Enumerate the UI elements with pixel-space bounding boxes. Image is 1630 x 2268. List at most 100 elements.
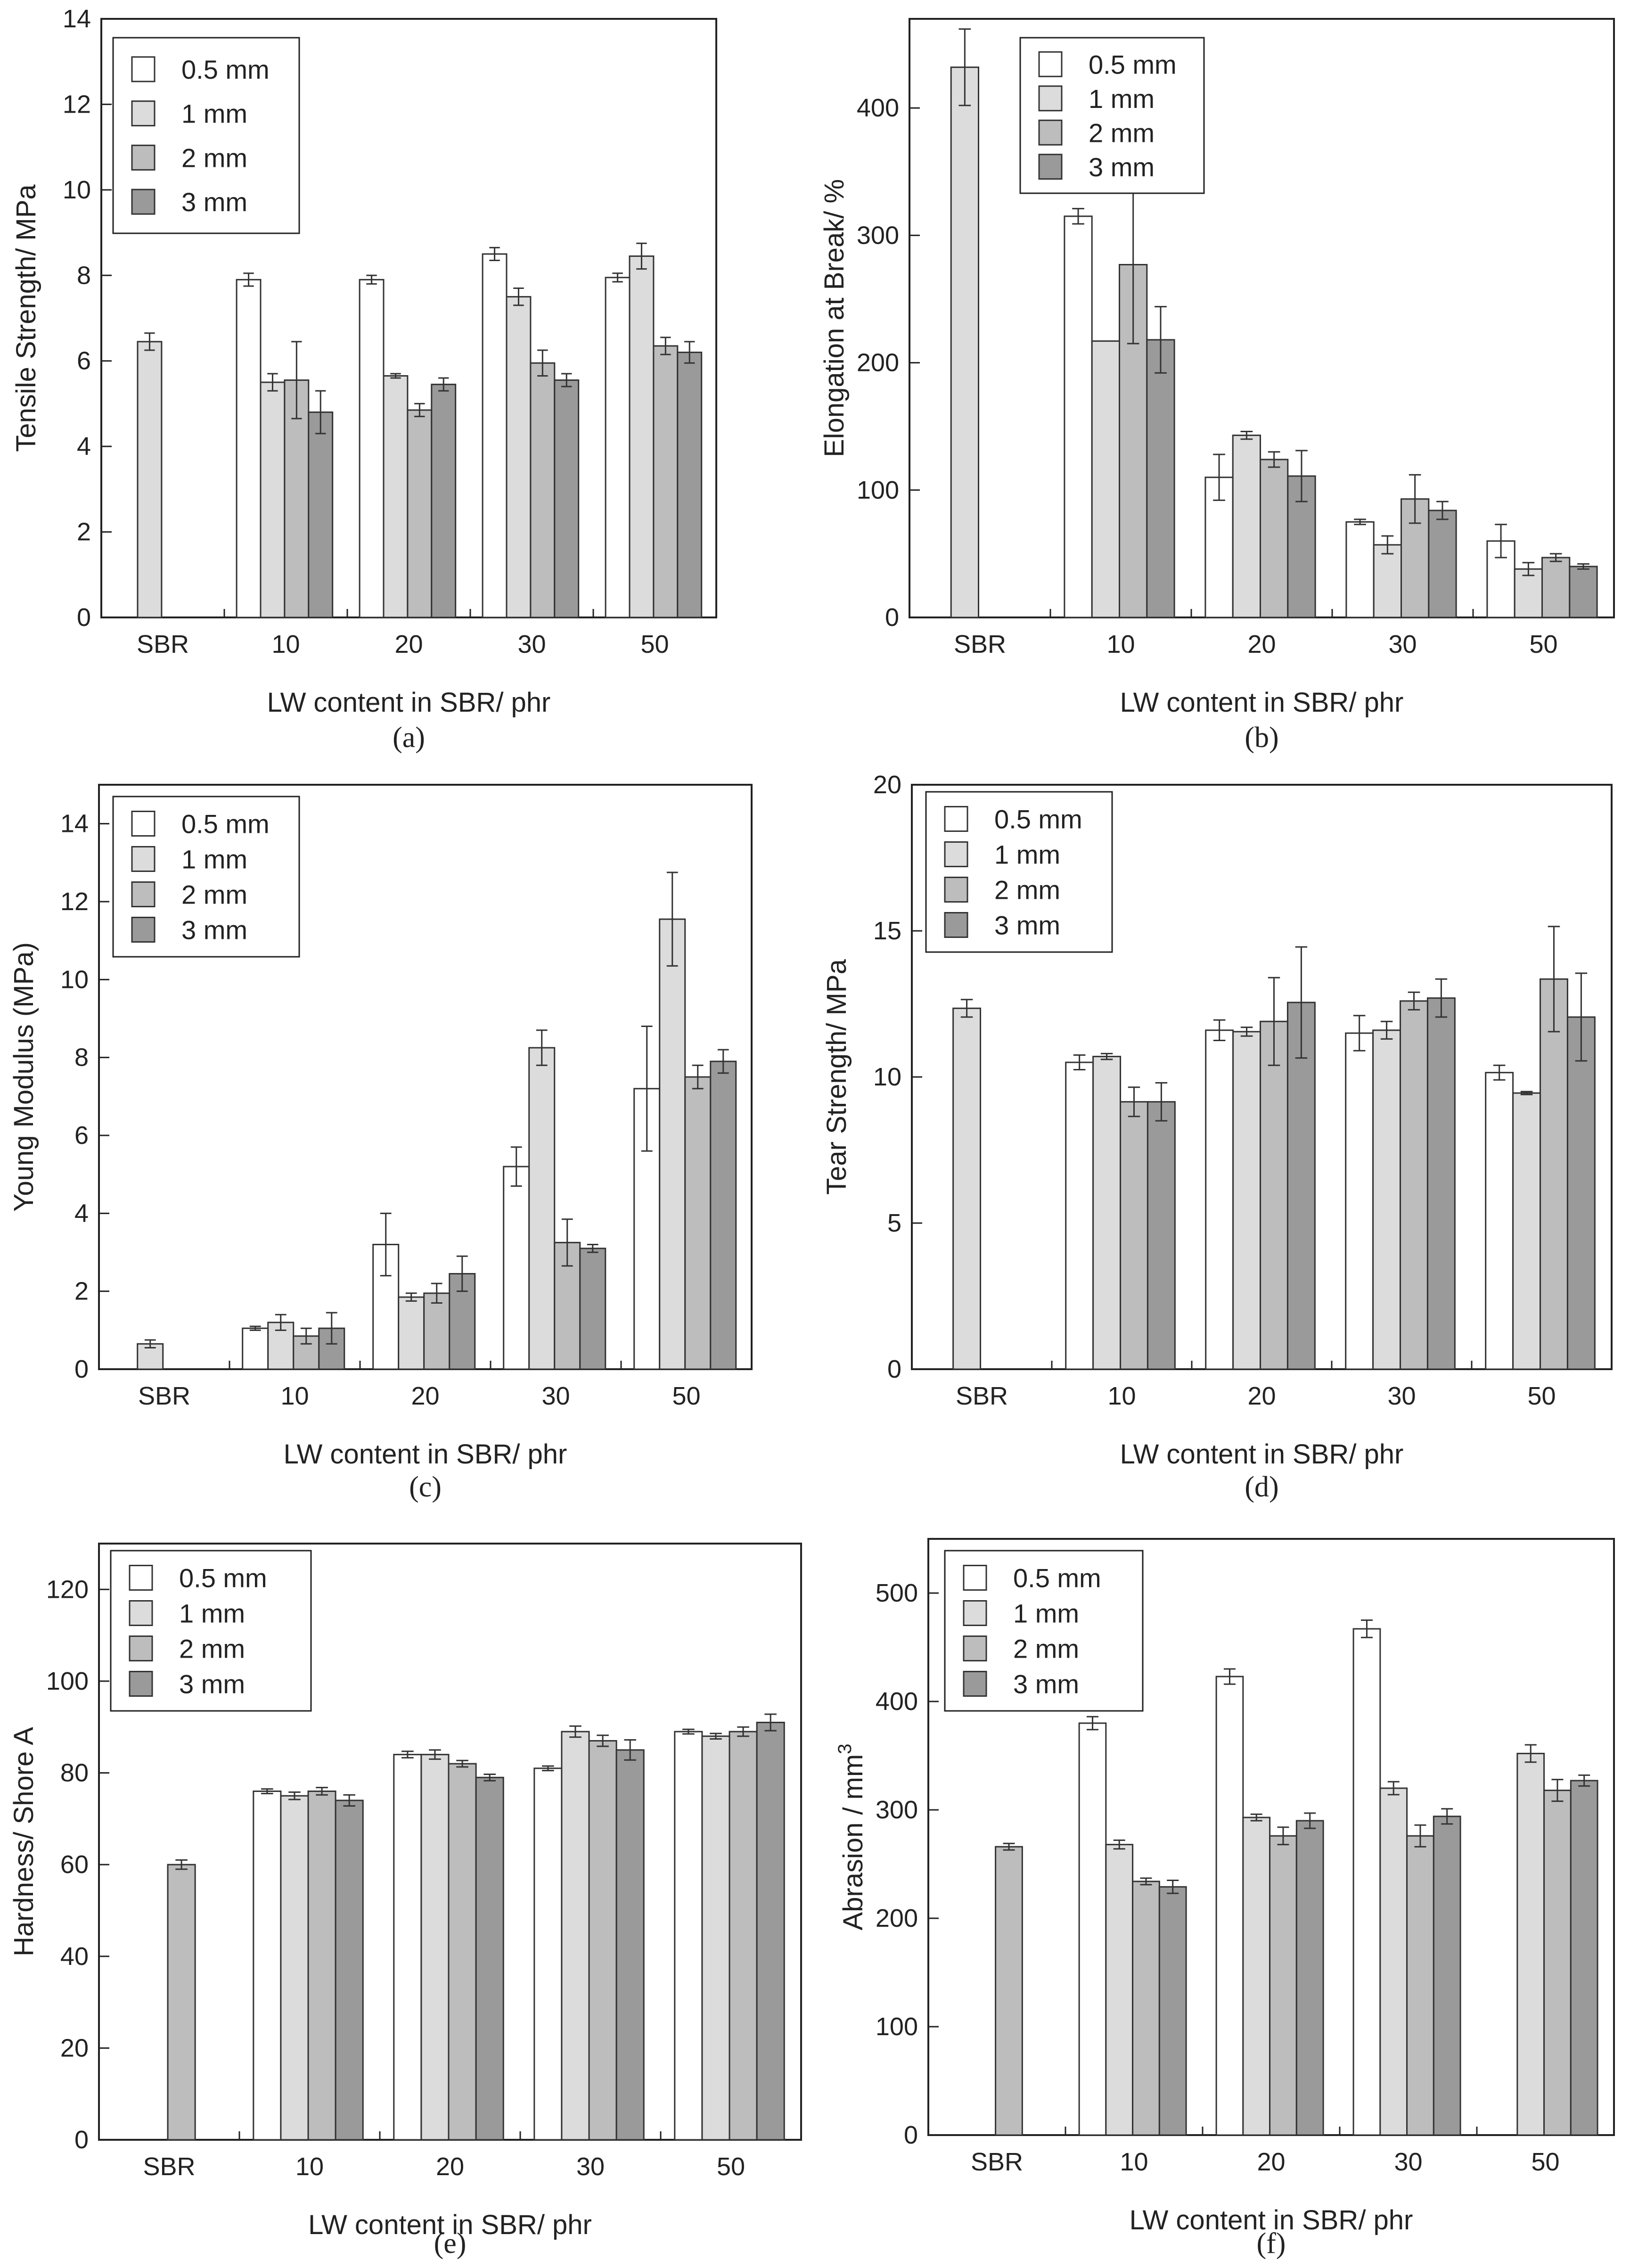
bar-3mm-30 <box>615 1749 645 2141</box>
error-bar <box>1360 1619 1373 1638</box>
legend-swatch <box>1038 85 1063 112</box>
bar-1mm-30 <box>1373 544 1402 618</box>
error-bar <box>1113 1839 1125 1850</box>
bar-1mm-10 <box>1091 340 1121 618</box>
x-tick-label: SBR <box>954 630 1006 658</box>
bar-3mm-20 <box>1286 1002 1316 1370</box>
y-tick-label: 80 <box>60 1759 89 1787</box>
error-bar <box>1268 451 1280 468</box>
bar-0_5mm-20 <box>1215 1676 1244 2136</box>
y-tick-label: 0 <box>887 1355 901 1383</box>
x-tick-label: SBR <box>143 2153 195 2181</box>
bar-2mm-50 <box>653 345 679 618</box>
x-tick-label: 50 <box>717 2153 745 2181</box>
legend-swatch <box>131 144 156 171</box>
x-tick-label: SBR <box>956 1382 1008 1410</box>
error-bar <box>175 1859 188 1870</box>
chart-panel-f: 0 100 200 300 400 500 SBR 10 20 30 50 LW content in… <box>835 1538 1615 2260</box>
bar-3mm-20 <box>475 1776 504 2141</box>
error-bar <box>542 1765 554 1772</box>
x-tick-label: 10 <box>295 2153 324 2181</box>
y-tick-label: 2 <box>74 1277 89 1306</box>
legend-label: 0.5 mm <box>179 1563 267 1593</box>
error-bar <box>710 1733 722 1740</box>
bar-2mm-30 <box>588 1740 617 2141</box>
y-tick-label: 5 <box>887 1209 901 1237</box>
legend-label: 2 mm <box>179 1634 245 1664</box>
x-axis-label: LW content in SBR/ phr <box>308 2210 592 2240</box>
y-axis-label: Tensile Strength/ MPa <box>11 184 41 452</box>
y-tick-label: 100 <box>46 1667 89 1695</box>
error-bar <box>641 1026 653 1152</box>
error-bar <box>316 1787 328 1796</box>
error-bar <box>624 1739 636 1761</box>
bar-2mm-50 <box>684 1076 712 1370</box>
y-tick-label: 10 <box>60 965 89 994</box>
bar-0_5mm-50 <box>605 277 631 618</box>
x-tick-label: SBR <box>971 2148 1023 2176</box>
legend-label: 2 mm <box>1013 1634 1079 1664</box>
x-tick-label: 50 <box>1527 1382 1556 1410</box>
bar-1mm-20 <box>1242 1816 1271 2136</box>
y-tick-label: 300 <box>876 1796 918 1824</box>
legend-swatch <box>1038 51 1063 77</box>
error-bar <box>1387 1781 1400 1796</box>
bar-1mm-10 <box>260 381 286 618</box>
legend-swatch <box>131 846 156 872</box>
error-bar <box>291 341 302 419</box>
x-tick-label: 10 <box>280 1382 309 1410</box>
x-tick-label: 20 <box>1257 2148 1285 2176</box>
bar-3mm-10 <box>308 411 334 618</box>
error-bar <box>1140 1877 1152 1886</box>
error-bar <box>390 373 401 379</box>
chart-panel-a: 0 2 4 6 8 10 12 14 SBR 10 20 30 50 LW content in SBR/… <box>11 5 717 754</box>
error-bar <box>1223 1668 1236 1685</box>
bar-2mm-50 <box>1540 978 1568 1370</box>
error-bar <box>326 1312 337 1345</box>
x-tick-label: SBR <box>137 630 189 658</box>
y-axis-label: Hardness/ Shore A <box>8 1727 39 1956</box>
bar-3mm-50 <box>756 1722 785 2141</box>
bar-0_5mm-30 <box>482 253 508 618</box>
error-bar <box>431 1282 442 1304</box>
x-tick-label: 50 <box>672 1382 700 1410</box>
x-tick-label: 20 <box>436 2153 464 2181</box>
legend-label: 2 mm <box>181 143 247 173</box>
bar-3mm-50 <box>710 1060 737 1370</box>
bar-2mm-30 <box>1406 1835 1434 2136</box>
y-tick-label: 20 <box>60 2034 89 2062</box>
x-tick-label: 10 <box>1106 630 1135 658</box>
legend-swatch <box>963 1635 987 1661</box>
x-tick-label: 10 <box>1120 2148 1148 2176</box>
bar-3mm-30 <box>1426 997 1456 1370</box>
legend-swatch <box>131 56 156 82</box>
error-bar <box>343 1794 355 1807</box>
bar-1mm-30 <box>1379 1787 1408 2136</box>
bar-2mm-50 <box>1543 1790 1572 2136</box>
error-bar <box>1441 1808 1453 1825</box>
error-bar <box>1268 977 1280 1066</box>
error-bar <box>1213 1019 1226 1041</box>
legend-label: 3 mm <box>179 1669 245 1699</box>
bar-1mm-50 <box>629 255 655 618</box>
error-bar <box>510 1146 522 1187</box>
error-bar <box>144 332 155 351</box>
legend-swatch <box>131 917 156 943</box>
bar-2mm-50 <box>1541 557 1571 618</box>
y-tick-label: 20 <box>873 771 901 799</box>
x-tick-label: 10 <box>1107 1382 1136 1410</box>
chart-panel-c: 0 2 4 6 8 10 12 14 SBR 10 20 30 50 LW content in SBR/… <box>8 784 753 1503</box>
bar-2mm-20 <box>1260 1020 1288 1370</box>
error-bar <box>489 247 500 262</box>
bar-1mm-30 <box>528 1047 556 1370</box>
legend-label: 3 mm <box>181 187 247 217</box>
error-bar <box>1435 978 1448 1018</box>
legend-label: 1 mm <box>179 1599 245 1628</box>
error-bar <box>1072 208 1084 225</box>
x-tick-label: 20 <box>1247 630 1276 658</box>
x-tick-label: 50 <box>1531 2148 1559 2176</box>
bar-1mm-50 <box>701 1735 730 2141</box>
bar-2mm-10 <box>284 379 310 618</box>
error-bar <box>1381 535 1394 555</box>
panel-caption: (b) <box>1245 722 1278 754</box>
